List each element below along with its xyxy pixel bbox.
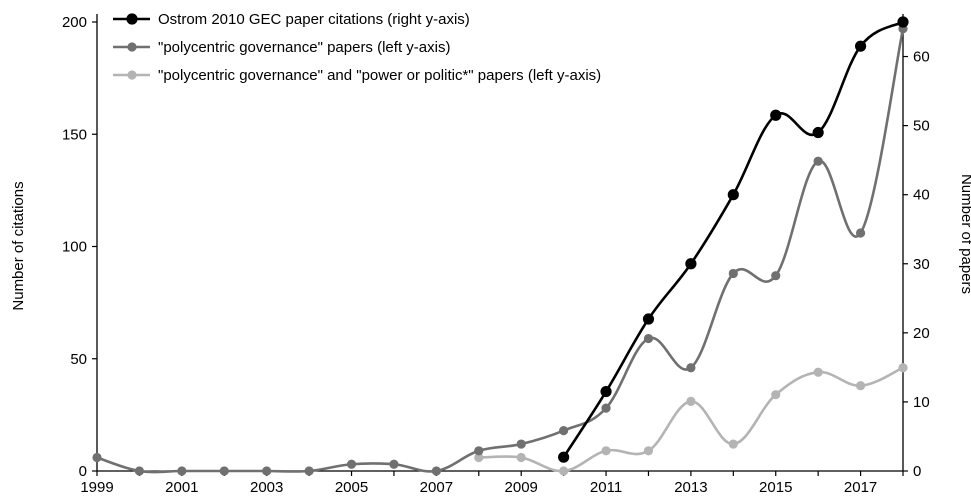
data-point xyxy=(643,333,654,344)
series-3 xyxy=(474,363,908,476)
legend-item-3: "polycentric governance" and "power or p… xyxy=(113,67,601,84)
x-tick-label: 2011 xyxy=(590,479,622,496)
legend-label: Ostrom 2010 GEC paper citations (right y… xyxy=(158,11,470,28)
data-point xyxy=(685,258,697,270)
data-point xyxy=(516,439,526,449)
y-tick-label-left: 50 xyxy=(70,351,87,368)
data-point xyxy=(771,271,781,281)
y-tick-label-right: 40 xyxy=(913,187,930,204)
y-tick-label-right: 60 xyxy=(913,49,930,66)
data-point xyxy=(854,40,867,52)
data-point xyxy=(686,396,696,407)
x-tick-label: 2005 xyxy=(335,479,368,496)
x-tick-label: 2003 xyxy=(250,479,283,496)
data-point xyxy=(813,367,823,377)
series-1 xyxy=(558,16,909,463)
y-axis-label-right: Number of papers xyxy=(958,174,971,294)
y-tick-label-left: 100 xyxy=(62,239,87,256)
x-tick-label: 2015 xyxy=(759,479,792,496)
x-tick-label: 2013 xyxy=(674,479,707,496)
data-point xyxy=(559,425,569,436)
y-tick-label-right: 30 xyxy=(913,256,930,273)
legend-swatch-marker xyxy=(127,42,137,52)
data-point xyxy=(134,466,145,476)
data-point xyxy=(601,446,611,456)
data-point xyxy=(600,385,612,398)
series-layer xyxy=(92,16,909,476)
data-point xyxy=(898,363,908,373)
y-axis-label-left: Number of citations xyxy=(10,181,27,310)
data-point xyxy=(897,16,909,28)
y-tick-label-right: 50 xyxy=(913,118,930,135)
data-point xyxy=(389,459,399,469)
data-point xyxy=(728,439,738,449)
x-tick-label: 2007 xyxy=(420,479,453,496)
legend-item-2: "polycentric governance" papers (left y-… xyxy=(113,39,450,56)
y-tick-label-left: 0 xyxy=(79,463,87,480)
series-2 xyxy=(92,24,908,476)
data-point xyxy=(855,228,866,238)
y-tick-label-left: 200 xyxy=(62,14,87,31)
data-point xyxy=(770,109,782,121)
data-point xyxy=(686,363,696,373)
legend-item-1: Ostrom 2010 GEC paper citations (right y… xyxy=(113,11,470,28)
data-point xyxy=(813,156,823,166)
data-point xyxy=(431,466,441,476)
data-point xyxy=(177,466,187,476)
data-point xyxy=(643,446,654,456)
data-point xyxy=(727,189,739,201)
data-point xyxy=(728,268,738,279)
data-point xyxy=(92,452,102,463)
series-line xyxy=(96,28,905,474)
x-tick-label: 2009 xyxy=(505,479,538,496)
legend-swatch-marker xyxy=(127,70,137,80)
data-point xyxy=(262,466,272,476)
y-tick-label-right: 10 xyxy=(913,394,930,411)
x-tick-label: 1999 xyxy=(80,479,113,496)
legend-label: "polycentric governance" and "power or p… xyxy=(158,67,601,84)
data-point xyxy=(559,466,569,476)
data-point xyxy=(558,451,570,463)
y-tick-label-left: 150 xyxy=(62,126,87,143)
data-point xyxy=(601,403,611,413)
data-point xyxy=(771,390,781,400)
y-tick-label-right: 20 xyxy=(913,325,930,342)
data-point xyxy=(346,459,357,469)
legend-swatch-marker xyxy=(126,13,138,25)
legend-label: "polycentric governance" papers (left y-… xyxy=(158,39,450,56)
legend: Ostrom 2010 GEC paper citations (right y… xyxy=(113,11,601,84)
x-tick-label: 2001 xyxy=(165,479,198,496)
y-tick-label-right: 0 xyxy=(913,463,921,480)
data-point xyxy=(516,452,526,463)
x-tick-label: 2017 xyxy=(844,479,877,496)
data-point xyxy=(855,381,866,391)
series-line xyxy=(478,366,904,473)
data-point xyxy=(474,452,484,463)
axes: 1999 2001 2003 2005 2007 2009 2011 2013 2015 2017… xyxy=(62,14,930,496)
series-line xyxy=(562,20,904,458)
data-point xyxy=(474,446,484,456)
data-point xyxy=(642,313,655,325)
data-point xyxy=(812,126,824,139)
data-point xyxy=(304,466,314,476)
data-point xyxy=(219,466,229,476)
